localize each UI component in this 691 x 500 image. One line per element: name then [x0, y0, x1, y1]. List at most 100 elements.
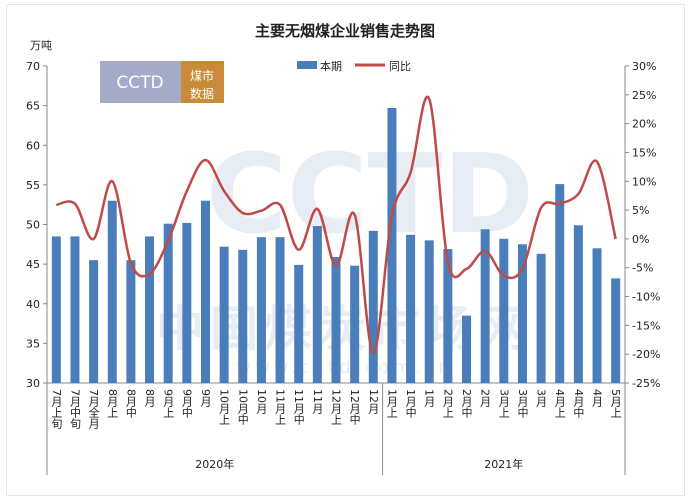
legend-label-line: 同比 — [389, 60, 411, 73]
x-tick-label: 11月上 — [274, 389, 287, 425]
x-tick-label: 9月上 — [162, 389, 175, 418]
y-tick-label: 35 — [26, 337, 40, 350]
y2-tick-label: -25% — [632, 377, 660, 390]
bar-11月中 — [294, 264, 304, 383]
bar-4月 — [592, 248, 602, 383]
x-tick-label: 2月 — [479, 389, 492, 407]
y-tick-label: 65 — [26, 100, 40, 113]
x-tick-label: 4月 — [591, 389, 604, 407]
logo-badge-2: 数据 — [190, 86, 214, 101]
legend-label-bar: 本期 — [320, 59, 342, 73]
logo-text: CCTD — [116, 73, 163, 93]
bar-12月上 — [331, 256, 341, 383]
y-tick-label: 50 — [26, 219, 40, 232]
x-tick-label: 3月 — [535, 389, 548, 407]
bar-3月中 — [517, 244, 527, 383]
y-tick-label: 45 — [26, 258, 40, 271]
x-tick-label: 7月上旬 — [50, 389, 63, 430]
bar-8月上 — [107, 200, 117, 383]
bar-1月上 — [387, 108, 397, 383]
x-tick-label: 8月上 — [106, 389, 119, 418]
bar-12月 — [368, 230, 378, 383]
cctd-logo: CCTD 煤市 数据 — [100, 61, 224, 103]
x-tick-label: 2月上 — [441, 389, 454, 418]
bar-7月中旬 — [70, 236, 80, 383]
y2-tick-label: 10% — [632, 175, 656, 188]
y-tick-label: 70 — [26, 60, 40, 73]
y-tick-label: 55 — [26, 179, 40, 192]
x-tick-label: 7月中旬 — [68, 389, 81, 430]
x-tick-label: 1月 — [423, 389, 436, 407]
bar-3月 — [536, 253, 546, 383]
x-tick-label: 2月中 — [460, 389, 473, 418]
bar-2月上 — [443, 249, 453, 383]
x-tick-label: 3月上 — [497, 389, 510, 418]
x-tick-label: 10月 — [255, 389, 268, 414]
bar-5月上 — [611, 278, 621, 383]
y-axis-label: 万吨 — [30, 39, 52, 52]
x-tick-label: 12月上 — [330, 389, 343, 425]
bar-9月上 — [163, 223, 173, 383]
legend-swatch-bar — [297, 61, 317, 69]
y2-tick-label: 0% — [632, 233, 649, 246]
bar-10月 — [256, 237, 266, 383]
y2-tick-label: -10% — [632, 291, 660, 304]
x-tick-label: 7月全月 — [87, 389, 100, 429]
bar-3月上 — [499, 238, 509, 383]
bar-4月上 — [555, 184, 565, 383]
x-tick-label: 12月 — [367, 389, 380, 414]
x-tick-label: 1月上 — [385, 389, 398, 418]
x-tick-label: 12月中 — [348, 389, 361, 425]
x-tick-label: 5月上 — [609, 389, 622, 418]
y-tick-label: 40 — [26, 298, 40, 311]
bar-7月上旬 — [51, 236, 61, 383]
bar-1月中 — [406, 234, 416, 383]
x-tick-label: 11月 — [311, 389, 324, 414]
bar-8月 — [145, 236, 155, 383]
y2-tick-label: 25% — [632, 89, 656, 102]
bar-4月中 — [573, 225, 583, 383]
bar-11月上 — [275, 237, 285, 383]
bar-11月 — [312, 226, 322, 383]
bar-12月中 — [350, 265, 360, 383]
x-tick-label: 8月中 — [124, 389, 137, 418]
bar-2月中 — [462, 315, 472, 383]
bar-9月 — [200, 200, 210, 383]
x-tick-label: 10月中 — [236, 389, 249, 425]
y-tick-label: 60 — [26, 139, 40, 152]
y2-tick-label: -5% — [632, 262, 653, 275]
x-tick-label: 4月上 — [553, 389, 566, 418]
x-tick-label: 1月中 — [404, 389, 417, 418]
x-tick-label: 10月上 — [218, 389, 231, 425]
yoy-line — [56, 95, 617, 355]
bar-7月全月 — [89, 260, 99, 383]
x-tick-label: 4月中 — [572, 389, 585, 418]
y2-tick-label: 5% — [632, 204, 649, 217]
y2-tick-label: -20% — [632, 348, 660, 361]
y2-tick-label: 30% — [632, 60, 656, 73]
logo-badge-1: 煤市 — [190, 68, 214, 83]
y2-tick-label: 20% — [632, 118, 656, 131]
y2-tick-label: -15% — [632, 319, 660, 332]
x-tick-label: 11月中 — [292, 389, 305, 425]
x-tick-label: 8月 — [143, 389, 156, 407]
watermark-url: www.cctd.com.cn — [236, 357, 454, 378]
x-tick-label: 9月 — [199, 389, 212, 407]
bar-2月 — [480, 229, 490, 383]
bar-10月中 — [238, 249, 248, 383]
bar-1月 — [424, 240, 434, 383]
group-label: 2020年 — [195, 457, 234, 471]
x-tick-label: 9月中 — [180, 389, 193, 418]
chart-title: 主要无烟煤企业销售走势图 — [255, 22, 435, 40]
bar-8月中 — [126, 260, 136, 383]
y2-tick-label: 15% — [632, 146, 656, 159]
legend: 本期 同比 — [297, 59, 411, 73]
bar-9月中 — [182, 222, 192, 383]
chart-frame — [6, 4, 685, 496]
watermark-site-name: 中国煤炭市场网 — [156, 301, 534, 357]
y-tick-label: 30 — [26, 377, 40, 390]
bar-10月上 — [219, 246, 229, 383]
group-label: 2021年 — [484, 457, 523, 471]
